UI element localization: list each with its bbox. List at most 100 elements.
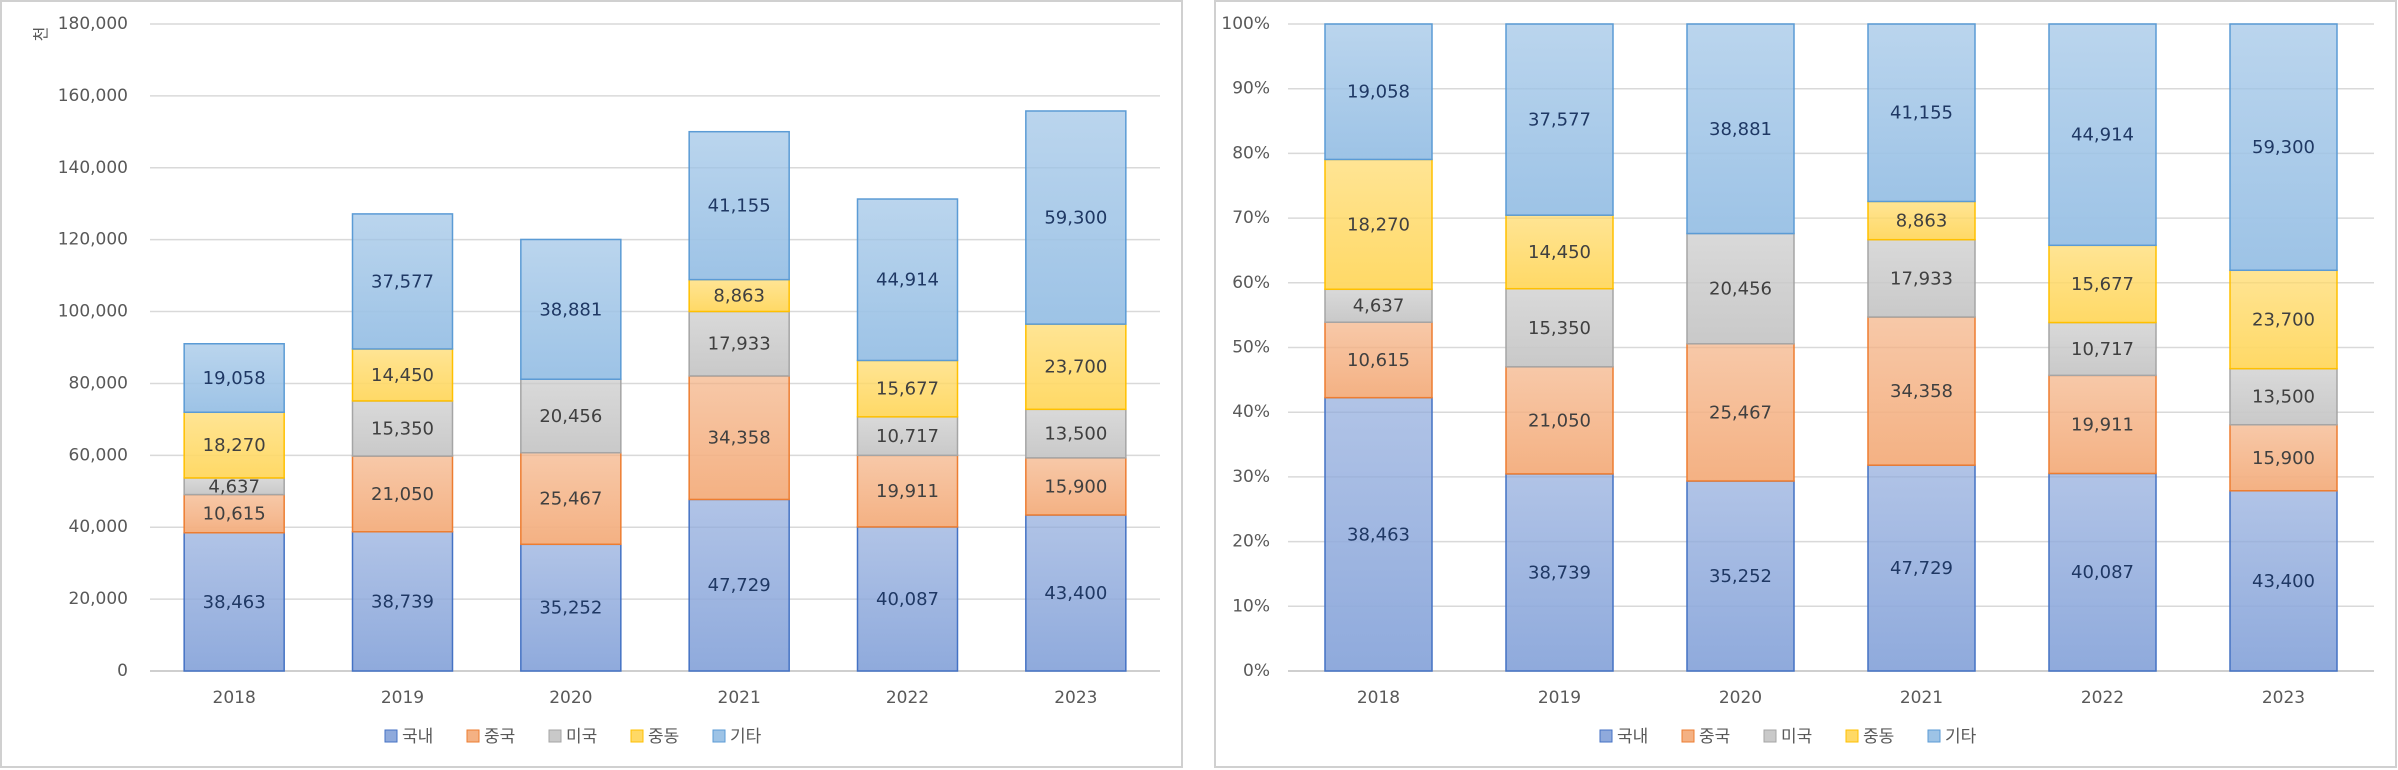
- data-label: 23,700: [2252, 309, 2315, 330]
- bar-segment: [1025, 514, 1127, 672]
- bar-segment: [856, 198, 959, 362]
- data-label: 19,911: [876, 481, 939, 502]
- legend-swatch: [384, 729, 398, 743]
- bar-segment: [520, 451, 622, 546]
- data-label: 38,463: [1347, 524, 1410, 545]
- y-tick-label: 160,000: [58, 86, 128, 106]
- x-tick-label: 2018: [213, 688, 256, 708]
- data-label: 25,467: [1709, 402, 1772, 423]
- y-tick-label: 20%: [1232, 532, 1270, 552]
- data-label: 15,677: [2071, 274, 2134, 295]
- y-tick-label: 40,000: [69, 517, 128, 537]
- data-label: 15,900: [2252, 448, 2315, 469]
- data-label: 37,577: [371, 271, 434, 292]
- data-label: 37,577: [1528, 110, 1591, 131]
- data-label: 15,350: [1528, 318, 1591, 339]
- legend-label: 기타: [730, 727, 762, 747]
- bar-segment: [2229, 269, 2338, 370]
- x-tick-label: 2021: [1900, 688, 1943, 708]
- data-label: 19,058: [1347, 82, 1410, 103]
- bar-segment: [1686, 480, 1795, 672]
- y-tick-label: 80,000: [69, 373, 128, 393]
- x-tick-label: 2022: [886, 688, 929, 708]
- bar-segment: [183, 531, 285, 672]
- legend-swatch: [1927, 729, 1941, 743]
- bar-segment: [1867, 23, 1976, 203]
- data-label: 47,729: [1890, 558, 1953, 579]
- y-tick-label: 0: [117, 661, 128, 681]
- legend-swatch: [630, 729, 644, 743]
- bar-segment: [183, 493, 285, 534]
- bar-segment: [856, 416, 959, 457]
- legend-label: 중동: [648, 727, 679, 747]
- bar-segment: [351, 348, 454, 402]
- data-label: 38,463: [203, 592, 266, 613]
- data-label: 38,739: [1528, 562, 1591, 583]
- bar-segment: [2048, 472, 2157, 672]
- bar-segment: [1686, 232, 1795, 345]
- data-label: 41,155: [1890, 103, 1953, 124]
- data-label: 40,087: [876, 589, 939, 610]
- bar-segment: [351, 213, 454, 350]
- data-label: 4,637: [1353, 296, 1405, 317]
- x-tick-label: 2019: [1538, 688, 1581, 708]
- bar-segment: [1686, 343, 1795, 482]
- legend-swatch: [548, 729, 562, 743]
- data-label: 14,450: [371, 365, 434, 386]
- bar-segment: [520, 238, 622, 380]
- y-tick-label: 0%: [1243, 661, 1270, 681]
- legend-label: 기타: [1945, 727, 1977, 747]
- data-label: 15,677: [876, 379, 939, 400]
- bar-segment: [856, 454, 959, 528]
- data-label: 44,914: [2071, 125, 2134, 146]
- data-label: 20,456: [539, 406, 602, 427]
- bar-segment: [1505, 473, 1614, 672]
- data-label: 35,252: [1709, 566, 1772, 587]
- y-tick-label: 120,000: [58, 230, 128, 250]
- data-label: 10,717: [2071, 339, 2134, 360]
- data-label: 21,050: [1528, 410, 1591, 431]
- data-label: 34,358: [708, 428, 771, 449]
- y-tick-label: 80%: [1232, 143, 1270, 163]
- bar-segment: [1324, 321, 1433, 399]
- data-label: 10,615: [1347, 350, 1410, 371]
- data-label: 13,500: [1044, 424, 1107, 445]
- legend-swatch: [1763, 729, 1777, 743]
- data-label: 25,467: [539, 489, 602, 510]
- bar-segment: [688, 130, 790, 281]
- data-label: 10,717: [876, 426, 939, 447]
- y-tick-label: 20,000: [69, 589, 128, 609]
- bar-segment: [1025, 110, 1127, 325]
- bar-segment: [1867, 316, 1976, 466]
- data-label: 40,087: [2071, 562, 2134, 583]
- y-tick-label: 30%: [1232, 467, 1270, 487]
- bar-segment: [351, 455, 454, 533]
- bar-segment: [183, 343, 285, 414]
- data-label: 34,358: [1890, 381, 1953, 402]
- legend-label: 미국: [1781, 727, 1812, 747]
- y-tick-label: 100%: [1221, 14, 1270, 34]
- data-label: 23,700: [1044, 357, 1107, 378]
- bar-segment: [1025, 323, 1127, 411]
- x-tick-label: 2019: [381, 688, 424, 708]
- bar-segment: [1867, 200, 1976, 241]
- data-label: 15,350: [371, 419, 434, 440]
- data-label: 4,637: [208, 476, 260, 497]
- bar-segment: [688, 498, 790, 672]
- data-label: 19,911: [2071, 414, 2134, 435]
- data-label: 43,400: [2252, 571, 2315, 592]
- data-label: 21,050: [371, 484, 434, 505]
- data-label: 43,400: [1044, 583, 1107, 604]
- data-label: 19,058: [203, 368, 266, 389]
- bar-segment: [2229, 490, 2338, 672]
- data-label: 47,729: [708, 575, 771, 596]
- legend-swatch: [1845, 729, 1859, 743]
- legend-swatch: [466, 729, 480, 743]
- data-label: 38,739: [371, 591, 434, 612]
- bar-segment: [1324, 288, 1433, 323]
- data-label: 17,933: [1890, 268, 1953, 289]
- bar-segment: [1867, 464, 1976, 672]
- y-axis-label: 천: [32, 27, 51, 42]
- bar-segment: [856, 359, 959, 418]
